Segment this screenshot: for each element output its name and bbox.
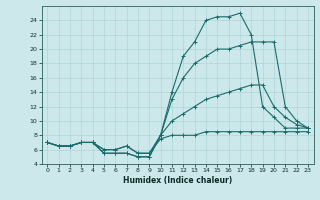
X-axis label: Humidex (Indice chaleur): Humidex (Indice chaleur) bbox=[123, 176, 232, 185]
